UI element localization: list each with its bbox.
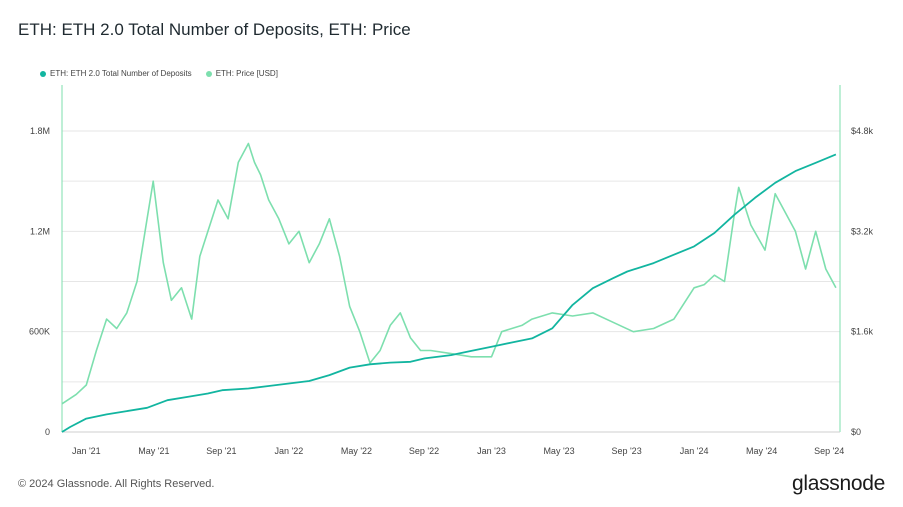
legend-marker-price [205,70,212,77]
y-right-tick-label: $3.2k [851,226,874,236]
x-tick-label: Sep '21 [206,446,236,456]
x-tick-label: Sep '23 [611,446,641,456]
x-tick-label: Sep '22 [409,446,439,456]
x-tick-label: Jan '23 [477,446,506,456]
x-tick-label: May '23 [543,446,574,456]
x-tick-label: Sep '24 [814,446,844,456]
x-tick-label: May '21 [138,446,169,456]
series-line-deposits [61,153,837,433]
series-line-price [61,142,837,405]
legend-item-deposits[interactable]: ETH: ETH 2.0 Total Number of Deposits [40,69,192,78]
legend-marker-deposits [40,70,46,77]
x-tick-label: Jan '21 [72,446,101,456]
brand-logo: glassnode [791,472,885,495]
legend-item-price[interactable]: ETH: Price [USD] [205,69,278,78]
y-right-tick-label: $0 [851,427,861,437]
y-right-tick-label: $4.8k [851,126,874,136]
legend-label-deposits: ETH: ETH 2.0 Total Number of Deposits [50,69,192,78]
x-tick-label: May '22 [341,446,372,456]
y-left-tick-label: 0 [45,427,50,437]
legend-label-price: ETH: Price [USD] [215,69,278,78]
chart-title: ETH: ETH 2.0 Total Number of Deposits, E… [18,20,411,39]
x-tick-label: May '24 [746,446,777,456]
y-left-tick-label: 600K [29,327,50,337]
y-left-tick-label: 1.8M [30,126,50,136]
y-right-tick-label: $1.6k [851,327,874,337]
copyright-footer: © 2024 Glassnode. All Rights Reserved. [18,478,215,490]
x-tick-label: Jan '22 [275,446,304,456]
y-left-tick-label: 1.2M [30,226,50,236]
x-tick-label: Jan '24 [680,446,709,456]
chart-legend: ETH: ETH 2.0 Total Number of Deposits ET… [40,69,278,78]
